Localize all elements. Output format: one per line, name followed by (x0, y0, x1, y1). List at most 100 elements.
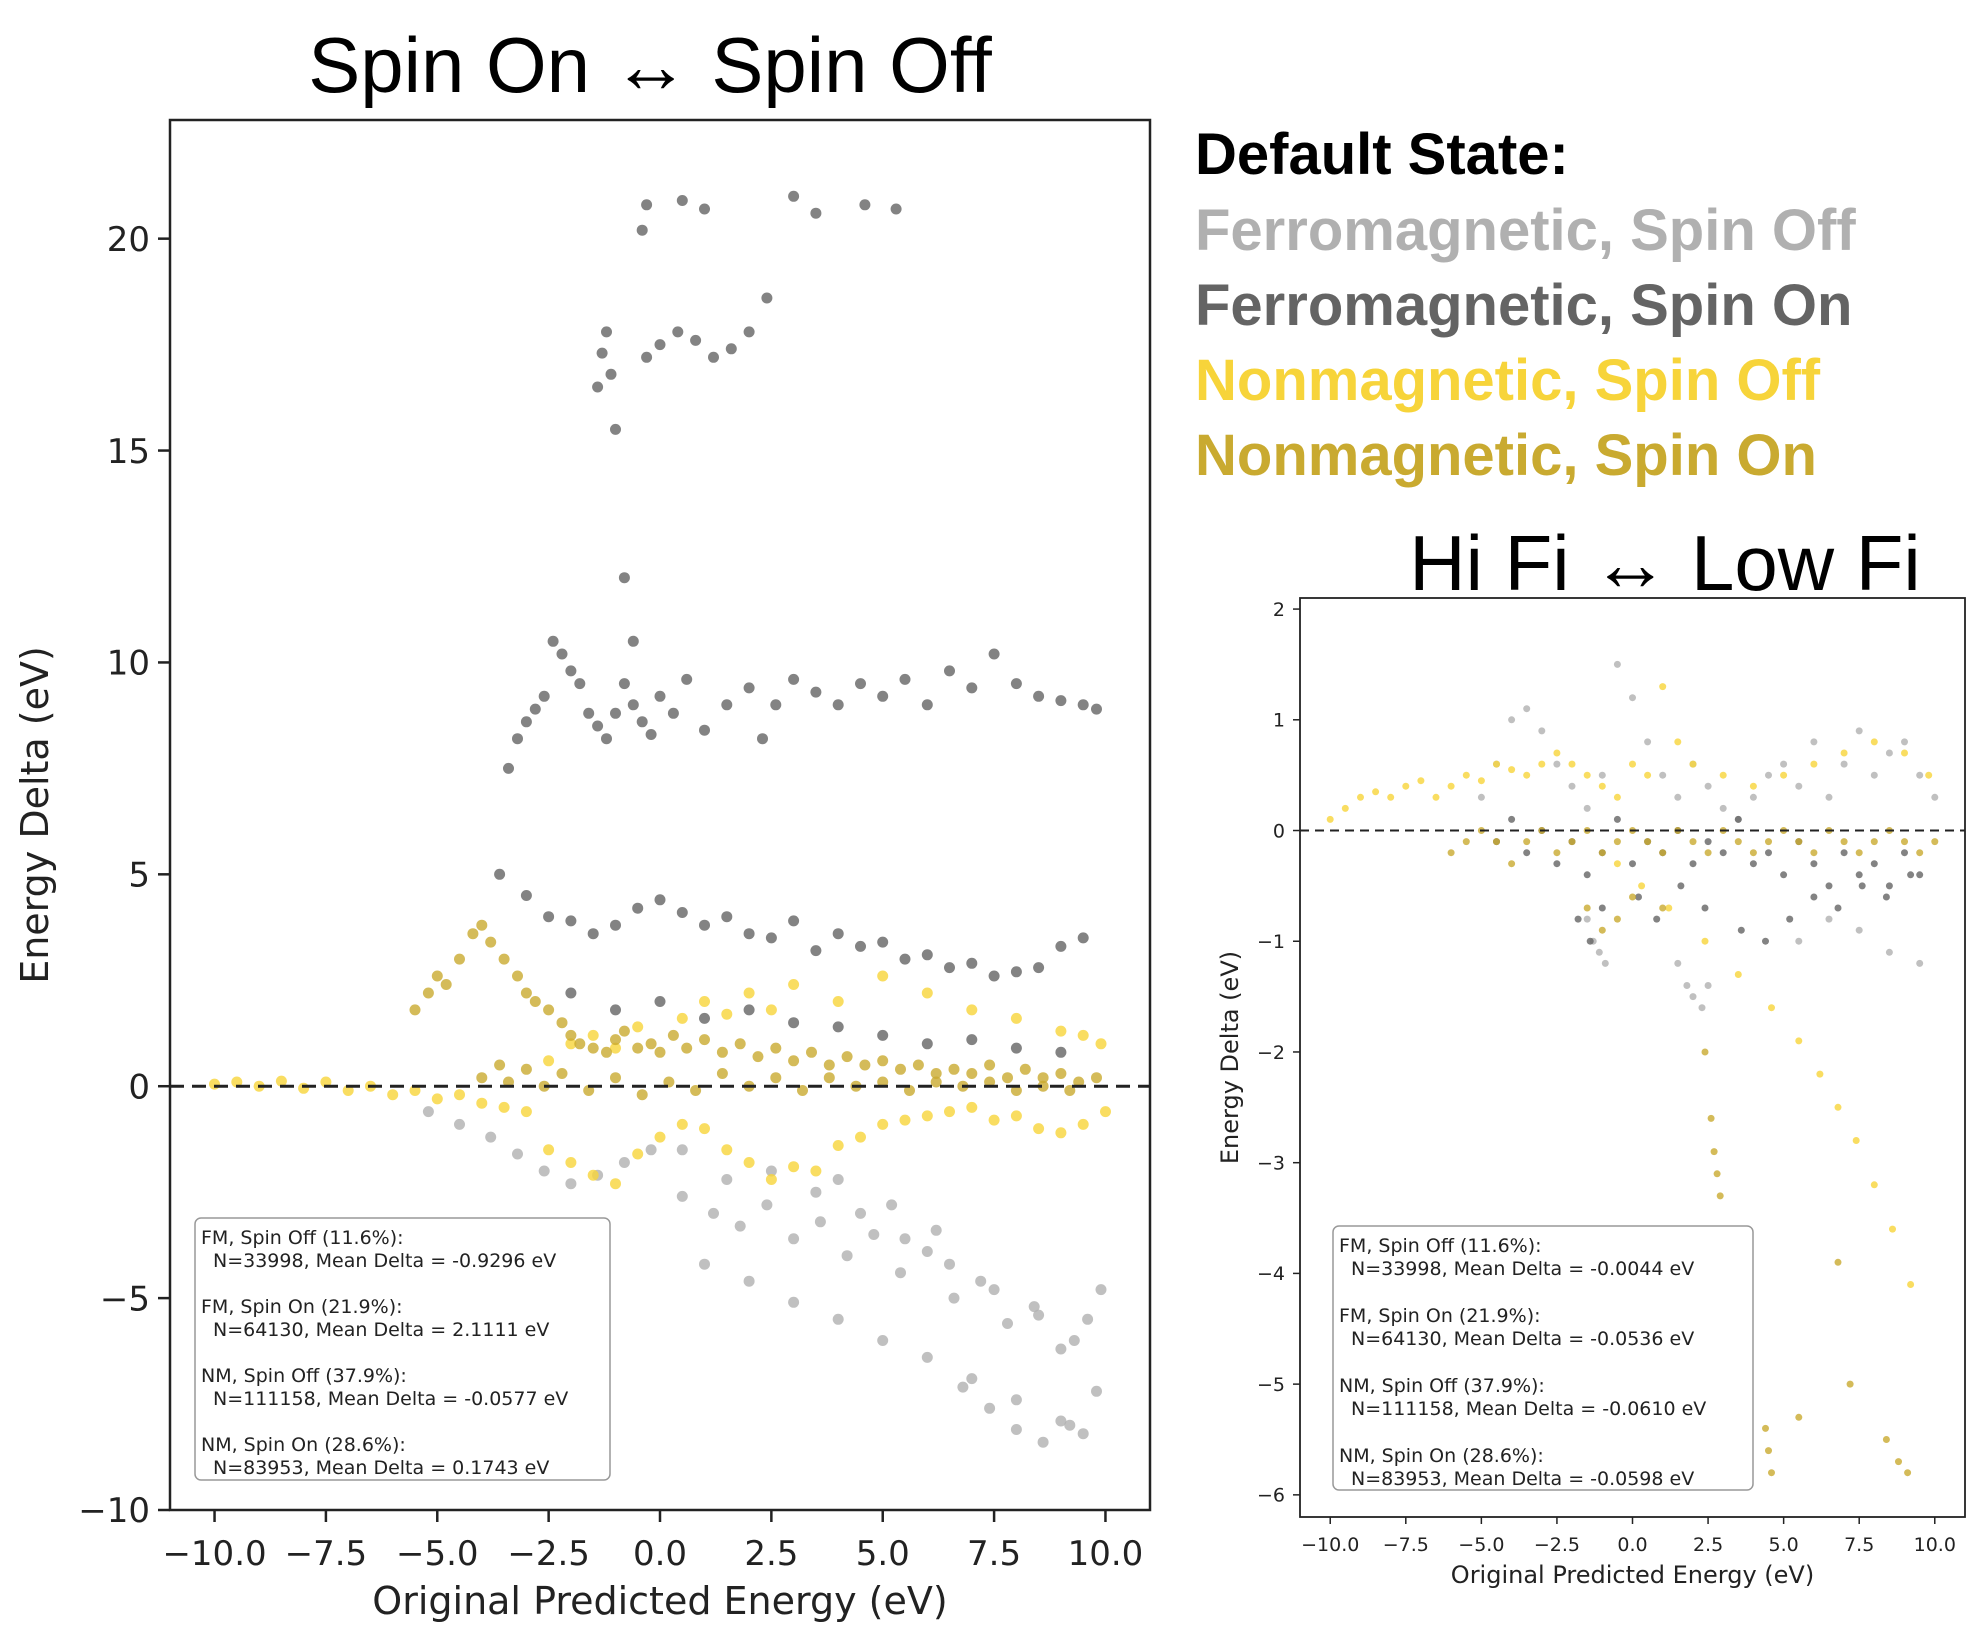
y-tick-label: −5 (1257, 1374, 1285, 1396)
data-point (708, 351, 719, 363)
data-point (966, 1373, 978, 1385)
data-point (1553, 749, 1561, 757)
stats-box-frame (1332, 1225, 1754, 1491)
data-point (454, 1089, 465, 1101)
data-point (1553, 860, 1561, 868)
data-point (855, 1131, 866, 1143)
data-point (1659, 849, 1667, 857)
data-point (610, 707, 621, 719)
data-point (1674, 959, 1682, 967)
data-point (409, 1085, 421, 1096)
x-tick-label: −7.5 (1383, 1534, 1429, 1556)
data-point (1852, 1137, 1860, 1144)
data-point (587, 1029, 599, 1041)
data-point (454, 953, 465, 965)
data-point (605, 368, 617, 380)
data-point (1613, 793, 1621, 801)
data-point (654, 339, 666, 351)
data-point (1417, 777, 1425, 785)
data-point (645, 1144, 657, 1156)
data-point (810, 1186, 822, 1198)
data-point (1737, 926, 1745, 934)
data-point (1538, 760, 1546, 768)
data-point (209, 1078, 220, 1090)
data-point (601, 326, 612, 338)
data-point (1613, 660, 1621, 668)
data-point (690, 1085, 702, 1096)
data-point (1568, 782, 1576, 790)
data-point (543, 1004, 555, 1016)
data-point (654, 996, 666, 1007)
data-point (1586, 937, 1594, 945)
data-point (512, 1148, 523, 1160)
data-point (1583, 871, 1591, 879)
data-point (1372, 788, 1380, 796)
data-point (1357, 793, 1364, 801)
data-point (810, 945, 822, 957)
data-point (1508, 815, 1516, 823)
data-point (1629, 893, 1636, 901)
state-legend: Default State: Ferromagnetic, Spin Off F… (1195, 122, 1856, 488)
data-point (1613, 838, 1621, 846)
data-point (1644, 838, 1652, 846)
x-tick-label: −5.0 (396, 1534, 479, 1574)
data-point (543, 911, 555, 923)
data-point (1713, 1170, 1721, 1178)
data-point (1665, 904, 1673, 912)
y-axis-label: Energy Delta (eV) (1216, 951, 1244, 1164)
data-point (681, 1042, 693, 1054)
data-point (1885, 948, 1893, 956)
data-point (930, 1224, 942, 1236)
stats-title: NM, Spin On (28.6%): (1339, 1445, 1544, 1467)
data-point (1402, 782, 1410, 790)
data-point (814, 1216, 826, 1228)
data-point (583, 707, 595, 719)
series-nm-spin-on (1447, 827, 1939, 1477)
stats-title: NM, Spin On (28.6%): (201, 1434, 406, 1456)
data-point (529, 996, 541, 1007)
data-point (1028, 1301, 1040, 1313)
data-point (1795, 1037, 1803, 1045)
data-point (765, 932, 777, 944)
data-point (832, 699, 844, 711)
data-point (565, 915, 577, 927)
data-point (676, 1012, 688, 1024)
data-point (1901, 738, 1908, 746)
data-point (895, 1063, 906, 1075)
data-point (921, 987, 933, 999)
data-point (975, 1275, 987, 1287)
data-point (1447, 849, 1455, 857)
data-point (676, 1118, 688, 1130)
data-point (823, 1059, 835, 1071)
data-point (1916, 959, 1924, 967)
data-point (699, 996, 710, 1007)
data-point (1538, 727, 1546, 735)
data-point (1033, 1123, 1045, 1135)
data-point (1493, 838, 1500, 846)
data-point (654, 1131, 666, 1143)
data-point (855, 1207, 866, 1219)
data-point (1931, 793, 1939, 801)
data-point (877, 1335, 889, 1346)
data-point (1834, 904, 1842, 912)
data-point (1734, 838, 1742, 846)
data-point (632, 1148, 644, 1160)
data-point (966, 1034, 978, 1046)
stats-box: FM, Spin Off (11.6%):N=33998, Mean Delta… (1332, 1225, 1754, 1491)
y-tick-label: −1 (1257, 931, 1285, 953)
data-point (1701, 937, 1709, 945)
y-tick-label: −3 (1257, 1153, 1285, 1175)
data-point (921, 949, 933, 961)
data-point (832, 996, 844, 1007)
data-point (930, 1076, 942, 1088)
right-chart-title: Hi Fi ↔ Low Fi (1409, 519, 1920, 607)
data-point (770, 1072, 782, 1084)
x-tick-label: 5.0 (1769, 1534, 1799, 1556)
data-point (298, 1082, 310, 1094)
data-point (610, 1034, 621, 1046)
data-point (1689, 838, 1697, 846)
data-point (1870, 838, 1878, 846)
data-point (654, 690, 666, 702)
data-point (966, 1068, 978, 1079)
data-point (1882, 1436, 1890, 1443)
